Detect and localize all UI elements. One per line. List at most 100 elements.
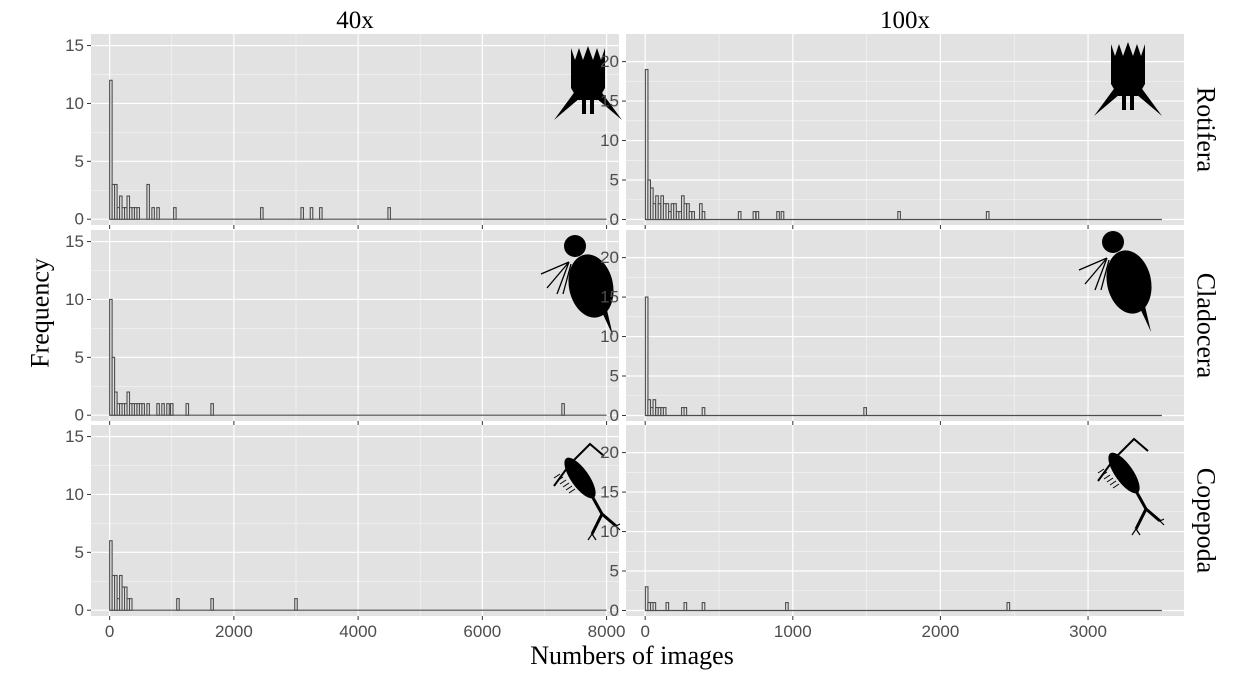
histogram-bar bbox=[737, 211, 742, 221]
y-tick-label: 10 bbox=[65, 290, 84, 309]
histogram-bar bbox=[136, 207, 141, 220]
y-tick-label: 15 bbox=[65, 36, 84, 55]
y-tick-label: 0 bbox=[610, 601, 619, 620]
x-tick-label: 8000 bbox=[588, 622, 626, 641]
histogram-bar bbox=[662, 407, 667, 417]
histogram-bar bbox=[114, 183, 118, 220]
histogram-bar bbox=[652, 602, 657, 612]
histogram-bar bbox=[141, 403, 145, 416]
x-tick-label: 4000 bbox=[339, 622, 377, 641]
histogram-bar bbox=[701, 211, 706, 221]
y-tick-label: 0 bbox=[75, 406, 84, 425]
histogram-bar bbox=[780, 211, 785, 221]
y-tick-label: 0 bbox=[75, 210, 84, 229]
histogram-bar bbox=[1006, 602, 1011, 612]
y-tick-label: 15 bbox=[65, 427, 84, 446]
rotifer-icon bbox=[1094, 42, 1162, 116]
histogram-bar bbox=[752, 211, 757, 221]
row-label-cladocera: Cladocera bbox=[1192, 273, 1221, 379]
histogram-bar bbox=[109, 79, 113, 220]
y-tick-label: 20 bbox=[600, 52, 619, 71]
histogram-bar bbox=[561, 403, 565, 416]
histogram-bar bbox=[128, 598, 133, 611]
histogram-bar bbox=[897, 211, 901, 221]
x-axis-title: Numbers of images bbox=[530, 641, 734, 670]
panel-background bbox=[91, 230, 619, 421]
histogram-bar bbox=[151, 207, 155, 220]
histogram-bar bbox=[185, 403, 190, 416]
x-tick-label: 1000 bbox=[774, 622, 812, 641]
row-label-rotifera: Rotifera bbox=[1192, 87, 1221, 173]
y-tick-label: 5 bbox=[610, 171, 619, 190]
x-tick-label: 2000 bbox=[922, 622, 960, 641]
y-tick-label: 15 bbox=[600, 483, 619, 502]
y-tick-label: 0 bbox=[610, 406, 619, 425]
cladoceran-icon bbox=[1078, 231, 1152, 332]
panel-background bbox=[626, 425, 1184, 616]
panel-background bbox=[626, 34, 1184, 225]
histogram-bar bbox=[755, 211, 760, 221]
y-tick-label: 5 bbox=[75, 543, 84, 562]
column-label-1: 100x bbox=[880, 7, 931, 34]
histogram-bar bbox=[644, 296, 649, 417]
histogram-bar bbox=[156, 207, 160, 220]
histogram-bar bbox=[863, 407, 867, 417]
panel-background bbox=[91, 34, 619, 225]
x-tick-label: 0 bbox=[640, 622, 649, 641]
y-tick-label: 10 bbox=[600, 522, 619, 541]
x-tick-label: 3000 bbox=[1069, 622, 1107, 641]
histogram-bar bbox=[111, 356, 116, 416]
histogram-bar bbox=[309, 207, 314, 220]
histogram-bar bbox=[146, 183, 150, 220]
histogram-bar bbox=[644, 586, 649, 612]
panel-copepoda-40x: 0 5 10 15 0 2000 4000 6000 8000 bbox=[65, 425, 625, 641]
y-tick-label: 5 bbox=[610, 367, 619, 386]
histogram-bar bbox=[701, 602, 706, 612]
histogram-bar bbox=[665, 602, 670, 612]
histogram-bar bbox=[785, 602, 789, 612]
histogram-bar bbox=[114, 574, 118, 611]
x-tick-label: 2000 bbox=[215, 622, 253, 641]
histogram-bar bbox=[985, 211, 990, 221]
y-tick-label: 0 bbox=[610, 210, 619, 229]
panel-background bbox=[626, 230, 1184, 421]
histogram-bar bbox=[683, 407, 688, 417]
y-tick-label: 5 bbox=[75, 348, 84, 367]
copepod-icon bbox=[553, 442, 621, 541]
histogram-bar bbox=[176, 598, 180, 611]
histogram-bar bbox=[166, 403, 170, 416]
histogram-bar bbox=[294, 598, 298, 611]
histogram-bar bbox=[169, 403, 174, 416]
histogram-bar bbox=[161, 403, 165, 416]
y-tick-label: 15 bbox=[600, 92, 619, 111]
panel-rotifera-40x: 0 5 10 15 bbox=[65, 34, 622, 229]
y-tick-label: 10 bbox=[65, 485, 84, 504]
y-tick-label: 20 bbox=[600, 443, 619, 462]
x-tick-label: 6000 bbox=[463, 622, 501, 641]
y-tick-label: 5 bbox=[75, 152, 84, 171]
histogram-bar bbox=[156, 403, 160, 416]
histogram-bar bbox=[776, 211, 780, 221]
y-tick-label: 15 bbox=[600, 288, 619, 307]
histogram-bar bbox=[387, 207, 391, 220]
histogram-bar bbox=[319, 207, 323, 220]
copepod-icon bbox=[1097, 437, 1165, 536]
histogram-bar bbox=[683, 602, 688, 612]
y-tick-label: 5 bbox=[610, 562, 619, 581]
column-label-0: 40x bbox=[336, 7, 374, 34]
cladoceran-icon bbox=[540, 235, 614, 336]
histogram-bar bbox=[146, 403, 150, 416]
histogram-bar bbox=[173, 207, 177, 220]
y-tick-label: 10 bbox=[600, 131, 619, 150]
y-tick-label: 10 bbox=[65, 94, 84, 113]
rotifer-icon bbox=[554, 46, 622, 120]
panel-cladocera-40x: 0 5 10 15 bbox=[65, 230, 619, 425]
histogram-bar bbox=[210, 598, 214, 611]
y-tick-label: 15 bbox=[65, 232, 84, 251]
panel-background bbox=[91, 425, 619, 616]
histogram-bar bbox=[701, 407, 706, 417]
panel-cladocera-100x: 0 5 10 15 20 bbox=[600, 230, 1184, 425]
histogram-bar bbox=[644, 68, 649, 221]
